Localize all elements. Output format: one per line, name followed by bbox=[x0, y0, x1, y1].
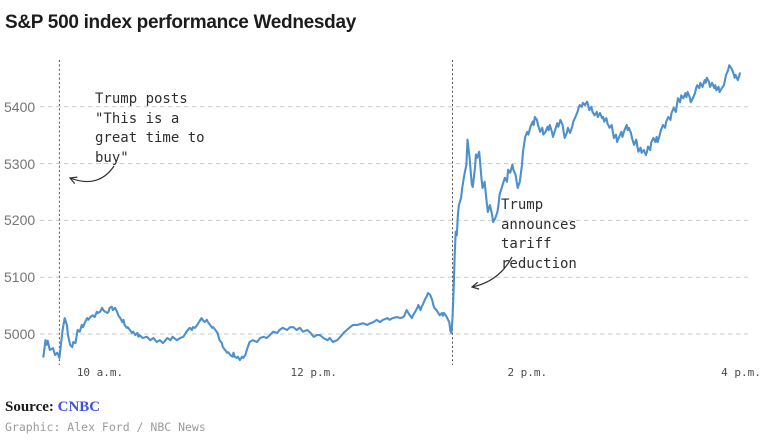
source-label: Source: bbox=[5, 399, 54, 415]
x-axis-label: 10 a.m. bbox=[76, 366, 124, 379]
y-axis-label: 5100 bbox=[4, 269, 36, 286]
y-axis-label: 5400 bbox=[4, 98, 36, 115]
y-axis-label: 5300 bbox=[4, 155, 36, 172]
y-axis-label: 5000 bbox=[4, 326, 36, 342]
annotation-trump-posts: Trump posts "This is a great time to buy… bbox=[95, 91, 205, 166]
credit-line: Graphic: Alex Ford / NBC News bbox=[5, 420, 206, 434]
chart-title: S&P 500 index performance Wednesday bbox=[5, 12, 357, 33]
source-link-cnbc[interactable]: CNBC bbox=[57, 399, 101, 415]
annotation-tariff-reduction: Trump announces tariff reduction bbox=[501, 197, 577, 272]
x-axis-label: 4 p.m. bbox=[721, 366, 761, 379]
source-line: Source: CNBC bbox=[5, 399, 100, 416]
x-axis-label: 2 p.m. bbox=[507, 366, 548, 379]
y-axis-label: 5200 bbox=[4, 212, 36, 229]
x-axis-label: 12 p.m. bbox=[290, 366, 337, 379]
